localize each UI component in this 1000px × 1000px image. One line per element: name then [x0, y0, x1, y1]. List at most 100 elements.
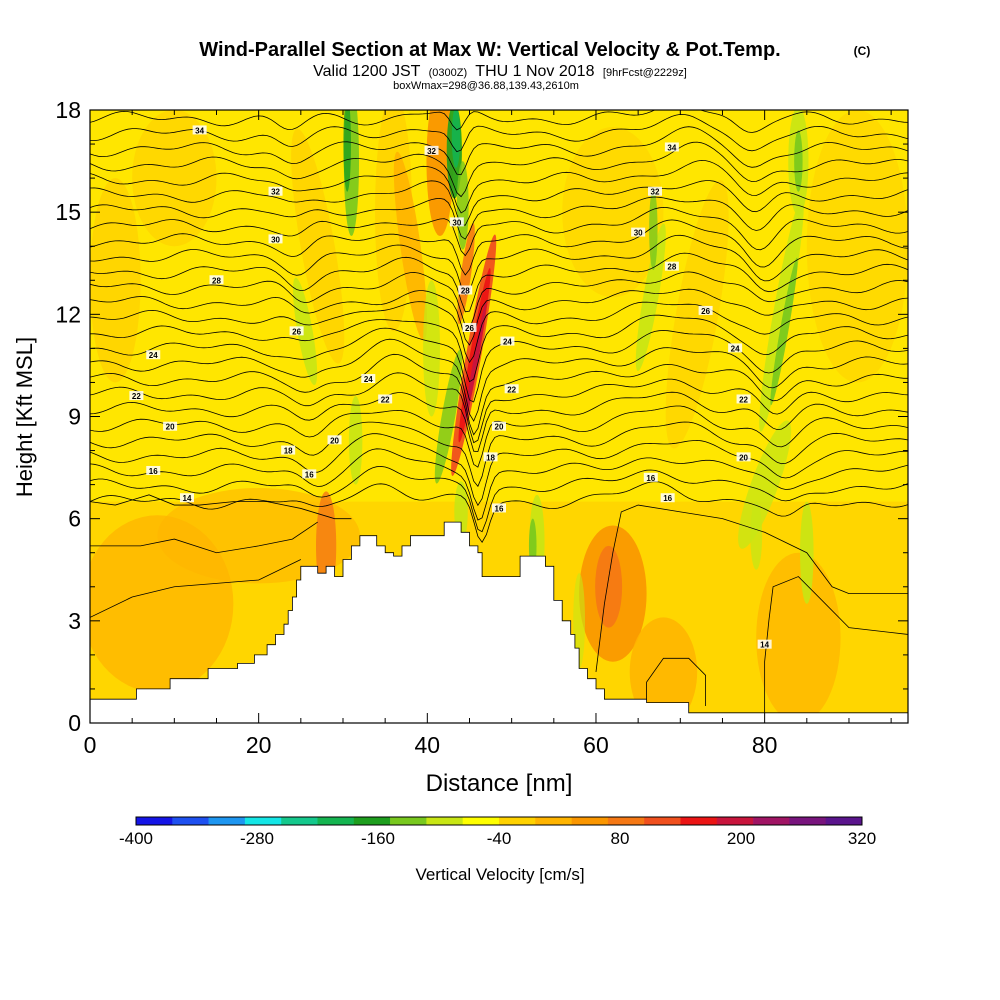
- plot-area: 34 34 32 32 32 30 30 30 28 28 28 26 26 26 24 24 24 24 22 22…: [90, 110, 908, 723]
- x-tick-label: 0: [84, 732, 97, 758]
- contour-label-text: 32: [271, 188, 280, 197]
- x-tick-label: 60: [583, 732, 609, 758]
- contour-label-text: 32: [427, 147, 436, 156]
- contour-label: 34: [664, 142, 679, 152]
- colorbar-swatch: [607, 817, 645, 825]
- contour-label-text: 16: [495, 504, 504, 513]
- contour-label: 28: [458, 285, 473, 295]
- contour-label-text: 24: [149, 351, 158, 360]
- contour-label: 14: [179, 493, 194, 503]
- colorbar-swatch: [499, 817, 536, 825]
- contour-label-text: 16: [646, 474, 655, 483]
- colorbar: -400 -280 -160 -40 80 200 320: [119, 816, 876, 848]
- potential-temperature-contours: [90, 110, 908, 713]
- contour-label: 16: [146, 465, 161, 476]
- y-tick-label: 0: [68, 710, 81, 736]
- contour-label: 30: [449, 217, 464, 227]
- colorbar-tick-label: 200: [727, 829, 755, 848]
- x-tick-label: 80: [752, 732, 778, 758]
- colorbar-swatch: [208, 817, 246, 825]
- colorbar-frame: [135, 816, 863, 826]
- contour-label-text: 32: [651, 188, 660, 197]
- contour-label: 20: [327, 435, 342, 445]
- contour-label: 22: [129, 391, 144, 401]
- contour-label-text: 22: [381, 395, 390, 404]
- colorbar-swatch: [172, 817, 209, 825]
- colorbar-swatch: [716, 817, 754, 825]
- contour-label-text: 16: [305, 470, 314, 479]
- contour-label-text: 26: [701, 307, 710, 316]
- colorbar-swatch: [281, 817, 318, 825]
- colorbar-swatch: [571, 817, 609, 825]
- contour-label-text: 20: [739, 453, 748, 462]
- contour-label: 14: [757, 639, 772, 650]
- colorbar-tick-label: -160: [361, 829, 395, 848]
- contour-label: 20: [163, 421, 178, 432]
- y-tick-label: 18: [55, 97, 81, 123]
- y-tick-label: 6: [68, 506, 81, 532]
- axis-ticks: 0 20 40 60 80 0 3 6 9 12 15 18: [55, 97, 908, 758]
- colorbar-swatch: [535, 817, 572, 825]
- contour-label: 22: [378, 394, 393, 404]
- colorbar-swatch: [680, 817, 718, 825]
- contour-label: 28: [664, 261, 679, 272]
- contour-label: 30: [268, 234, 283, 244]
- contour-label: 32: [268, 186, 283, 197]
- colorbar-swatch: [317, 817, 355, 825]
- contour-label: 26: [698, 305, 713, 316]
- contour-label: 24: [728, 343, 743, 353]
- colorbar-swatch: [136, 817, 173, 825]
- contour-label: 16: [302, 469, 317, 479]
- contour-label-text: 14: [760, 641, 769, 650]
- contour-label: 18: [483, 452, 498, 462]
- colorbar-swatch: [644, 817, 681, 825]
- subtitle-utc: (0300Z): [429, 67, 468, 79]
- contour-label-text: 24: [503, 338, 512, 347]
- chart-title: Wind-Parallel Section at Max W: Vertical…: [199, 39, 780, 61]
- contour-label-text: 18: [284, 447, 293, 456]
- y-tick-label: 15: [55, 199, 81, 225]
- y-axis-label: Height [Kft MSL]: [12, 337, 37, 497]
- y-tick-label: 9: [68, 404, 81, 430]
- colorbar-tick-label: -280: [240, 829, 274, 848]
- x-axis-label: Distance [nm]: [426, 770, 573, 797]
- colorbar-swatch: [825, 817, 863, 825]
- contour-label-text: 14: [183, 494, 192, 503]
- subtitle-valid: Valid 1200 JST: [313, 63, 421, 80]
- contour-label: 24: [500, 336, 515, 347]
- colorbar-swatch: [426, 817, 463, 825]
- contour-label: 18: [281, 445, 296, 456]
- contour-label: 24: [146, 350, 161, 360]
- contour-label-text: 20: [166, 423, 175, 432]
- chart-info: boxWmax=298@36.88,139.43,2610m: [393, 80, 579, 92]
- y-tick-label: 12: [55, 301, 81, 327]
- colorbar-swatch: [353, 817, 391, 825]
- contour-label: 16: [660, 493, 675, 503]
- contour-label: 16: [643, 472, 658, 483]
- x-tick-label: 20: [246, 732, 272, 758]
- colorbar-tick-label: 320: [848, 829, 876, 848]
- contour-label: 22: [504, 384, 519, 394]
- contour-label-text: 16: [663, 494, 672, 503]
- contour-label-text: 34: [667, 143, 676, 152]
- x-tick-label: 40: [415, 732, 441, 758]
- contour-label-text: 28: [212, 276, 221, 285]
- contour-label: 26: [462, 322, 477, 333]
- terrain-mask: [90, 521, 908, 723]
- contour-label: 22: [736, 394, 751, 404]
- contour-label: 24: [361, 374, 376, 384]
- contour-label-text: 28: [667, 263, 676, 272]
- colorbar-tick-label: -40: [487, 829, 512, 848]
- contour-label: 30: [631, 227, 646, 238]
- contour-label: 32: [424, 145, 439, 156]
- subtitle-forecast: [9hrFcst@2229z]: [603, 67, 687, 79]
- contour-label: 28: [209, 275, 224, 285]
- contour-label-text: 30: [634, 229, 643, 238]
- contour-label: 20: [736, 452, 751, 462]
- subtitle-date: THU 1 Nov 2018: [475, 63, 594, 80]
- contour-label: 16: [492, 503, 506, 513]
- colorbar-swatch: [462, 817, 500, 825]
- contour-label-text: 20: [495, 423, 504, 432]
- contour-label-text: 22: [507, 385, 516, 394]
